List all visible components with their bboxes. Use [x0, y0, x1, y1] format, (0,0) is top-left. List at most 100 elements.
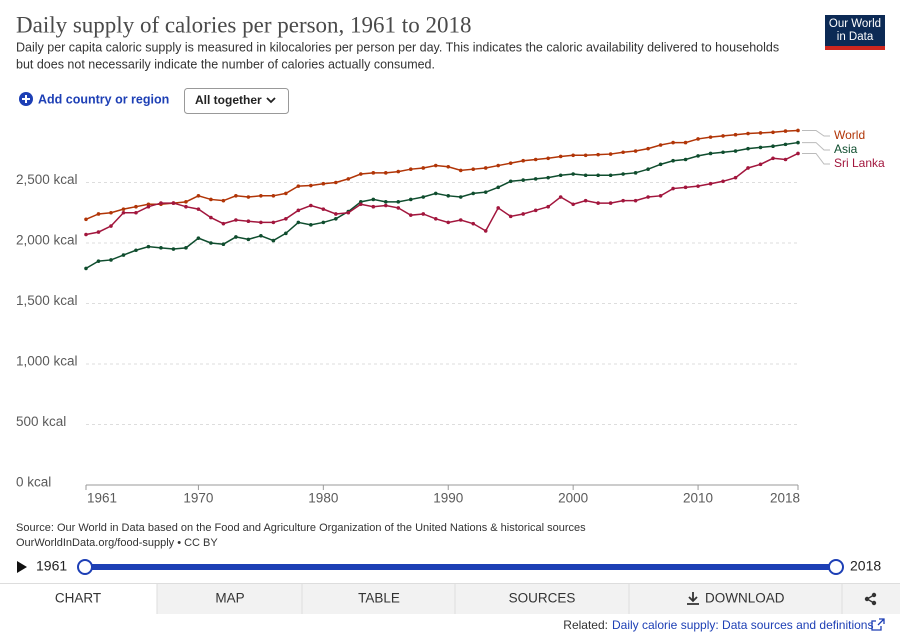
play-button[interactable] — [17, 561, 27, 573]
point — [259, 194, 263, 198]
timeline[interactable]: 1961 2018 — [17, 558, 881, 575]
legend-label: Sri Lanka — [834, 156, 885, 170]
point — [746, 131, 750, 136]
tab[interactable]: TABLE — [358, 591, 400, 606]
chart-title: Daily supply of calories per person, 196… — [16, 12, 471, 37]
x-tick-label: 1970 — [183, 491, 213, 506]
point — [721, 179, 725, 184]
point — [683, 157, 688, 162]
point — [796, 151, 800, 156]
point — [583, 198, 588, 203]
point — [583, 153, 588, 158]
point — [134, 204, 138, 209]
point — [396, 206, 401, 210]
point — [596, 173, 600, 178]
point — [446, 220, 451, 225]
point — [458, 168, 463, 173]
series-line — [85, 129, 799, 220]
point — [259, 220, 263, 225]
timeline-track — [85, 564, 836, 570]
point — [471, 221, 476, 226]
point — [796, 128, 800, 133]
point — [383, 200, 388, 204]
point — [733, 175, 738, 180]
y-tick-label: 2,500 kcal — [16, 172, 78, 187]
point — [708, 151, 713, 156]
point — [646, 146, 650, 151]
active-tab[interactable] — [0, 583, 157, 614]
point — [521, 178, 525, 182]
point — [371, 197, 376, 202]
external-link-icon — [871, 618, 885, 631]
point — [621, 172, 625, 176]
tab[interactable]: SOURCES — [509, 591, 576, 606]
point — [359, 202, 363, 207]
point — [483, 166, 488, 170]
point — [184, 200, 188, 204]
point — [696, 137, 700, 141]
related-link[interactable]: Daily calorie supply: Data sources and d… — [612, 618, 873, 632]
share-button[interactable] — [864, 592, 877, 606]
y-tick-label: 0 kcal — [16, 475, 51, 490]
point — [371, 171, 376, 175]
point — [221, 198, 226, 203]
point — [383, 203, 388, 208]
point — [184, 246, 188, 250]
point — [296, 220, 301, 225]
point — [209, 241, 213, 245]
x-tick-label: 2018 — [770, 491, 800, 506]
plus-sign — [22, 95, 30, 103]
point — [646, 167, 650, 171]
point — [146, 244, 151, 249]
tab[interactable]: DOWNLOAD — [705, 591, 785, 606]
point — [683, 185, 688, 190]
point — [421, 166, 426, 170]
point — [546, 156, 550, 161]
point — [633, 198, 638, 203]
subtitle: Daily per capita caloric supply is measu… — [16, 40, 779, 54]
point — [671, 158, 675, 163]
x-tick-label: 1980 — [308, 491, 338, 506]
point — [209, 197, 213, 202]
mode-dropdown[interactable]: All together — [184, 88, 289, 114]
timeline-handle[interactable] — [77, 559, 93, 575]
point — [708, 181, 713, 186]
tab[interactable]: CHART — [55, 591, 101, 606]
x-tick-label: 2010 — [683, 491, 713, 506]
point — [758, 145, 763, 150]
point — [284, 231, 288, 236]
point — [758, 162, 763, 167]
series-line — [85, 141, 799, 270]
timeline-start: 1961 — [36, 558, 67, 574]
download-icon — [687, 592, 699, 605]
point — [321, 181, 326, 186]
logo-bar — [825, 46, 885, 50]
point — [421, 195, 426, 199]
point — [271, 238, 276, 243]
point — [96, 212, 101, 216]
point — [546, 204, 550, 209]
tab[interactable]: MAP — [215, 591, 244, 606]
point — [221, 242, 226, 247]
point — [671, 140, 675, 145]
timeline-handle[interactable] — [828, 559, 844, 575]
point — [696, 184, 700, 188]
point — [96, 259, 101, 263]
point — [221, 221, 226, 226]
point — [109, 224, 113, 228]
point — [533, 208, 538, 213]
point — [396, 200, 401, 204]
source: Source: Our World in Data based on the F… — [16, 522, 586, 534]
point — [608, 152, 613, 156]
legend-label: World — [834, 128, 865, 142]
point — [234, 194, 238, 198]
point — [746, 166, 750, 170]
point — [608, 173, 613, 178]
add-country[interactable]: Add country or region — [19, 92, 169, 106]
logo-box — [825, 15, 885, 50]
logo[interactable]: Our World in Data — [825, 15, 885, 50]
source-url: OurWorldInData.org/food-supply • CC BY — [16, 537, 218, 549]
point — [408, 197, 413, 202]
x-tick-label: 1990 — [433, 491, 463, 506]
